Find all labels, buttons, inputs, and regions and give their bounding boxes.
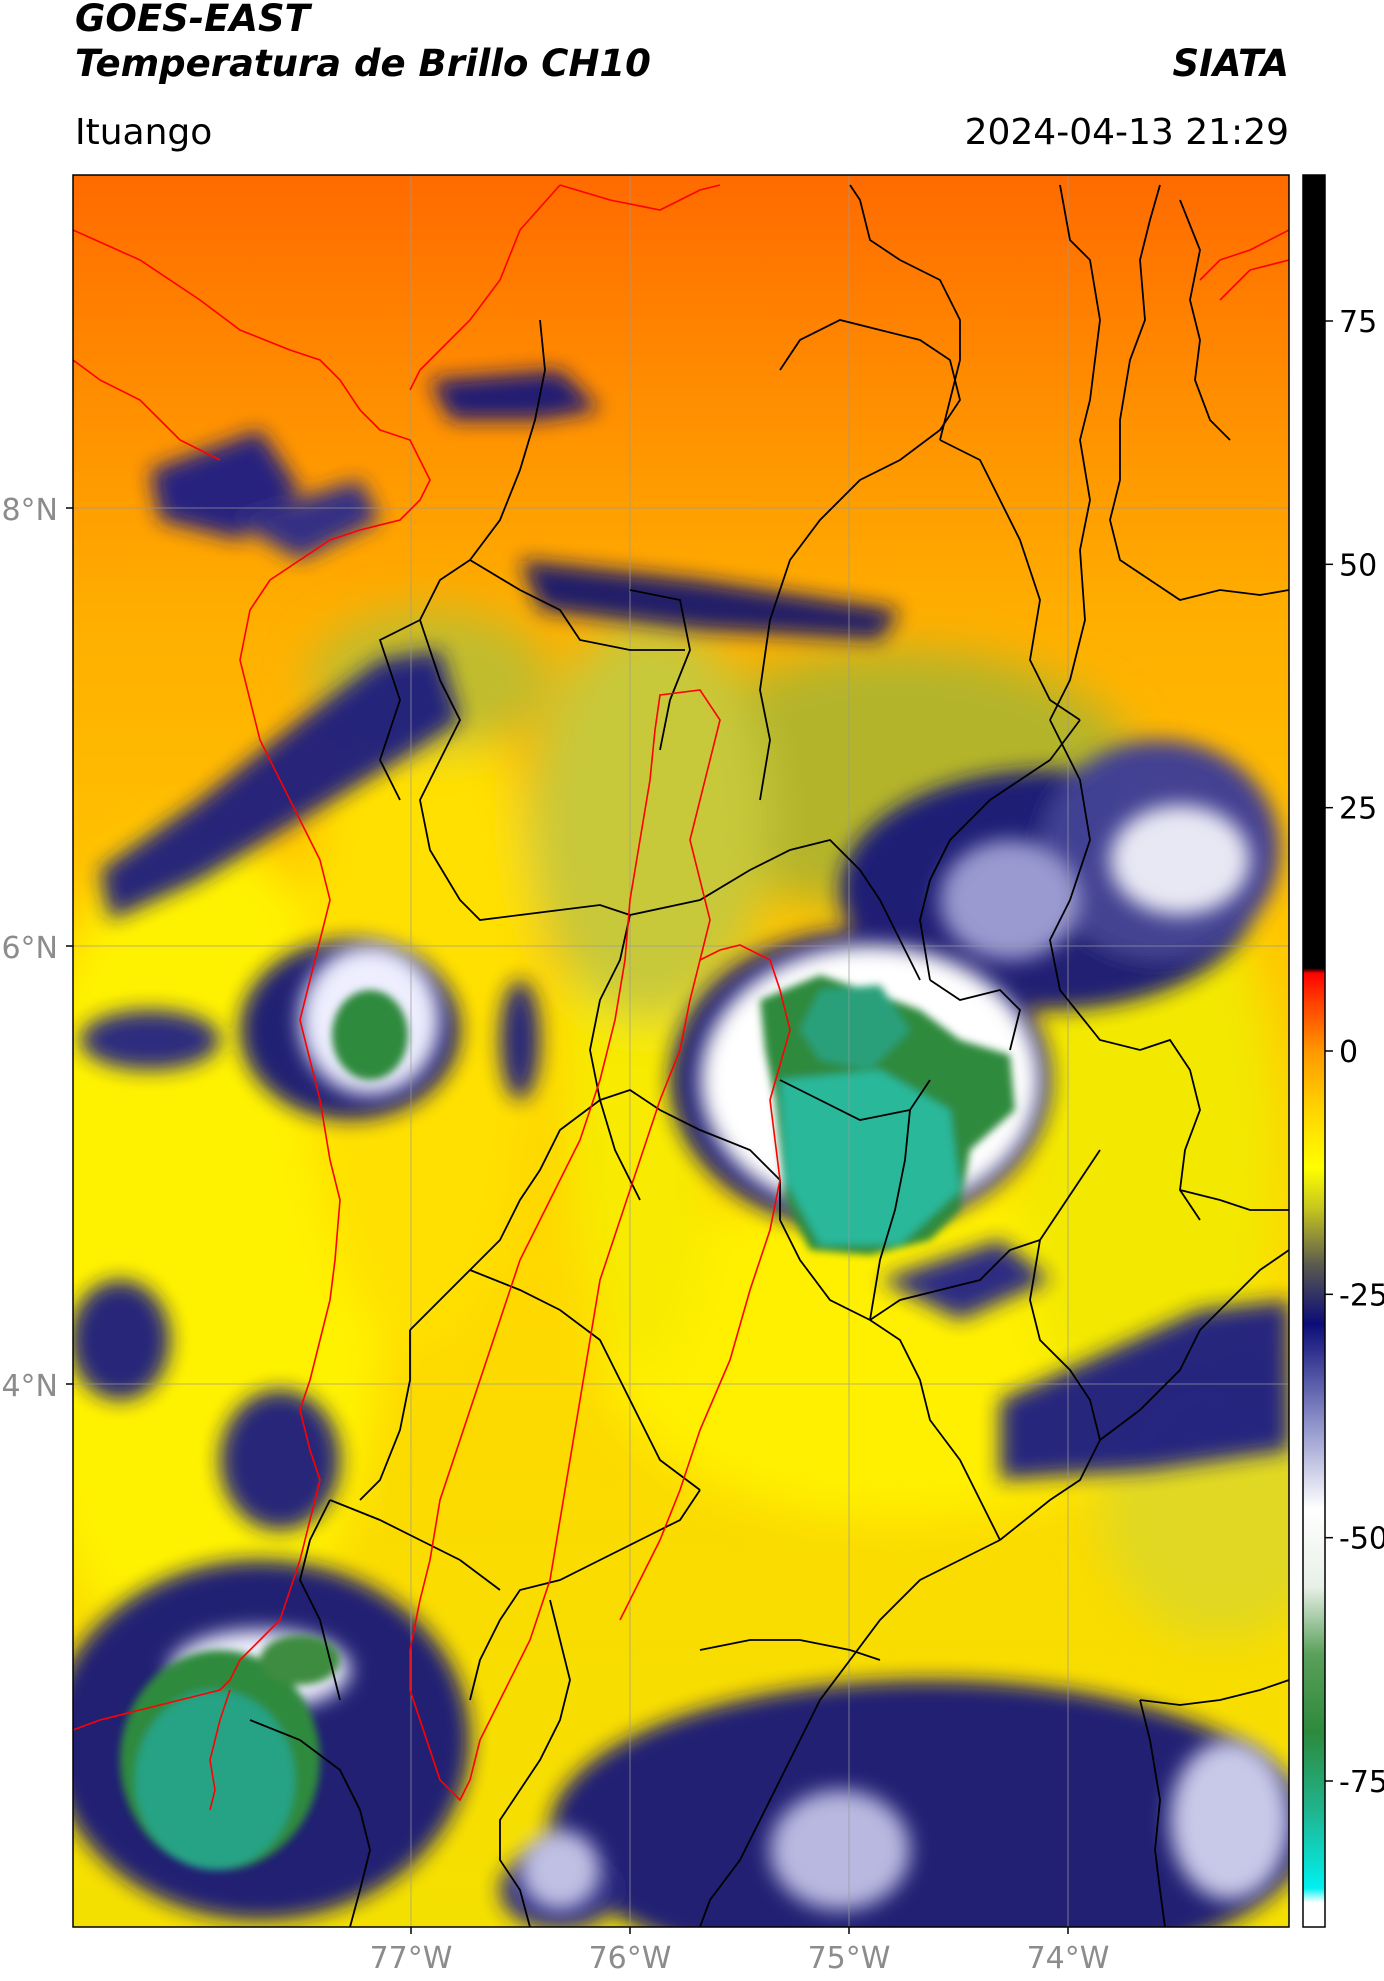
- colorbar-tick-label: -50: [1339, 1522, 1384, 1557]
- lon-tick-marks: [410, 1927, 1069, 1934]
- colorbar-tick-label: -75: [1339, 1765, 1384, 1800]
- graticule: [73, 175, 1289, 1927]
- lat-label-8n: 8°N: [1, 493, 58, 528]
- product-title: Temperatura de Brillo CH10: [75, 42, 651, 85]
- department-borders: [249, 184, 1289, 1927]
- colorbar: 75 50 25 0 -25 -50 -75: [1302, 174, 1384, 1928]
- lat-label-4n: 4°N: [1, 1369, 58, 1404]
- lon-label-74w: 74°W: [1027, 1941, 1110, 1976]
- product-satellite: GOES-EAST: [75, 0, 310, 40]
- colorbar-tick-label: 25: [1339, 792, 1377, 827]
- lon-label-77w: 77°W: [370, 1941, 453, 1976]
- country-borders: [73, 184, 1289, 1811]
- colorbar-tick-label: -25: [1339, 1278, 1384, 1313]
- lon-label-75w: 75°W: [808, 1941, 891, 1976]
- plot-frame: [72, 174, 1290, 1928]
- lat-tick-marks: [66, 507, 73, 1385]
- colorbar-tick-label: 75: [1339, 305, 1377, 340]
- organization-label: SIATA: [1172, 42, 1289, 85]
- lat-label-6n: 6°N: [1, 931, 58, 966]
- colorbar-scale: [1302, 174, 1326, 1928]
- location-label: Ituango: [75, 112, 213, 153]
- colorbar-tick-label: 0: [1339, 1035, 1358, 1070]
- lon-label-76w: 76°W: [589, 1941, 672, 1976]
- timestamp-label: 2024-04-13 21:29: [964, 112, 1289, 153]
- colorbar-tick-label: 50: [1339, 548, 1377, 583]
- brightness-temperature-field: [73, 175, 1289, 1927]
